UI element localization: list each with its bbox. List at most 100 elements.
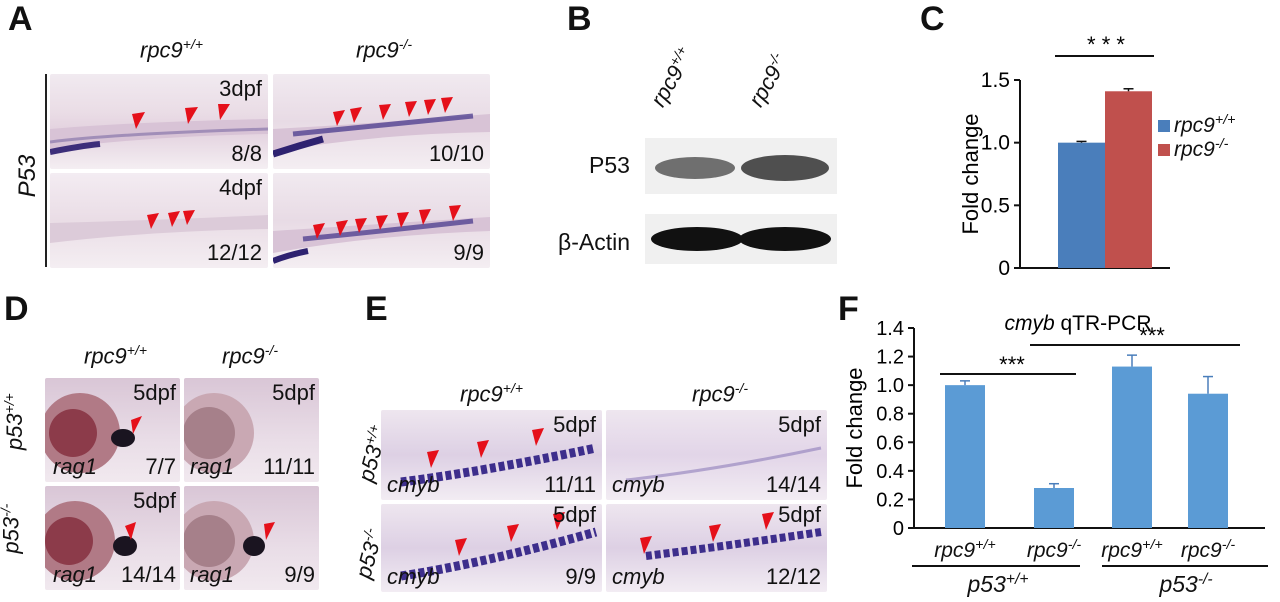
chart-title: cmyb qTR-PCR xyxy=(1004,312,1151,335)
significance-label: *** xyxy=(1139,323,1165,348)
significance-label: * * * xyxy=(1087,32,1125,57)
stage-label: 5dpf xyxy=(778,504,821,527)
panel-e-col1-genotype: rpc9+/+ xyxy=(460,380,524,407)
panel-d-col1-genotype: rpc9+/+ xyxy=(84,342,148,369)
panel-a-tile-3: 4dpf 12/12 xyxy=(50,173,268,268)
panel-letter-e: E xyxy=(365,290,388,328)
y-tick-label: 0 xyxy=(998,257,1010,280)
panel-d-row1-genotype: p53+/+ xyxy=(0,393,28,451)
embryo-illustration xyxy=(273,97,490,158)
y-tick-label: 0.6 xyxy=(876,432,904,454)
y-tick-label: 0 xyxy=(893,518,904,540)
panel-b-col1-genotype: rpc9+/+ xyxy=(645,43,690,111)
panel-d-tile-2: 5dpf rag1 11/11 xyxy=(184,378,319,482)
panel-b-row1-label: P53 xyxy=(589,152,630,178)
y-axis-label: Fold change xyxy=(842,367,867,488)
panel-a-col2-genotype: rpc9-/- xyxy=(356,36,413,63)
panel-e-tile-1: 5dpf cmyb 11/11 xyxy=(381,410,602,500)
y-tick-label: 0.4 xyxy=(876,461,904,483)
count-label: 12/12 xyxy=(206,240,262,265)
count-label: 12/12 xyxy=(765,564,821,589)
y-tick-label: 1.0 xyxy=(876,375,904,397)
y-tick-label: 1.5 xyxy=(981,69,1010,92)
significance-label: *** xyxy=(999,352,1025,377)
panel-e-tile-3: 5dpf cmyb 9/9 xyxy=(381,504,602,592)
x-tick-label: rpc9-/- xyxy=(1027,537,1082,562)
count-label: 11/11 xyxy=(544,472,596,497)
bar xyxy=(1034,488,1074,528)
panel-d-tile-4: rag1 9/9 xyxy=(184,486,319,590)
panel-a-tile-1: 3dpf 8/8 xyxy=(50,74,268,169)
panel-a-col1-genotype: rpc9+/+ xyxy=(140,36,204,63)
stage-label: 5dpf xyxy=(272,380,315,405)
bar xyxy=(1058,142,1105,268)
embryo-illustration xyxy=(273,205,490,264)
panel-letter-a: A xyxy=(8,0,33,38)
count-label: 9/9 xyxy=(453,240,484,265)
gene-label: cmyb xyxy=(387,564,440,589)
panel-a-row-divider xyxy=(45,74,47,267)
legend-swatch xyxy=(1158,120,1170,132)
panel-e-tile-2: 5dpf cmyb 14/14 xyxy=(606,410,827,500)
chart-f: cmyb qTR-PCR 0 0.2 0.4 0.6 0.8 1.0 1.2 1.4 Fold c… xyxy=(842,312,1268,597)
bar xyxy=(1188,393,1228,528)
bar xyxy=(945,385,985,528)
gene-label: cmyb xyxy=(612,472,665,497)
stage-label: 5dpf xyxy=(553,412,596,437)
panel-letter-c: C xyxy=(920,0,945,38)
y-tick-label: 1.4 xyxy=(876,318,904,340)
chart-c: 0 0.5 1.0 1.5 Fold change rpc9+/+rpc9-/- * * * xyxy=(958,32,1236,280)
x-tick-label: rpc9-/- xyxy=(1181,537,1236,562)
y-tick-label: 0.8 xyxy=(876,404,904,426)
y-tick-label: 0.2 xyxy=(876,489,904,511)
gene-label: rag1 xyxy=(190,562,235,587)
gene-label: rag1 xyxy=(53,562,98,587)
group-label: p53+/+ xyxy=(967,571,1029,597)
count-label: 7/7 xyxy=(145,454,176,479)
count-label: 8/8 xyxy=(231,141,262,166)
y-axis-label: Fold change xyxy=(958,113,983,234)
western-blot-p53 xyxy=(645,138,837,194)
bar xyxy=(1112,366,1152,528)
panel-d-col2-genotype: rpc9-/- xyxy=(222,342,279,369)
count-label: 14/14 xyxy=(120,562,176,587)
count-label: 14/14 xyxy=(765,472,821,497)
panel-d-row2-genotype: p53-/- xyxy=(0,503,24,554)
panel-a-row-label: P53 xyxy=(14,154,41,198)
stage-label: 5dpf xyxy=(553,504,596,527)
gene-label: rag1 xyxy=(53,454,98,479)
x-tick-label: rpc9+/+ xyxy=(1101,537,1163,562)
legend-swatch xyxy=(1158,144,1170,156)
count-label: 9/9 xyxy=(284,562,315,587)
panel-letter-b: B xyxy=(567,0,592,38)
panel-e-tile-4: 5dpf cmyb 12/12 xyxy=(606,504,827,592)
x-tick-label: rpc9+/+ xyxy=(934,537,996,562)
panel-a-tile-2: 10/10 xyxy=(273,74,490,169)
bar xyxy=(1105,91,1152,268)
count-label: 11/11 xyxy=(263,454,315,479)
panel-d-tile-3: 5dpf rag1 14/14 xyxy=(45,486,180,590)
gene-label: cmyb xyxy=(387,472,440,497)
panel-a-tile-4: 9/9 xyxy=(273,173,490,268)
stage-label: 5dpf xyxy=(778,412,821,437)
count-label: 10/10 xyxy=(428,141,484,166)
panel-b-row2-label: β-Actin xyxy=(558,229,631,255)
y-tick-label: 0.5 xyxy=(981,194,1010,217)
western-blot-actin xyxy=(645,214,837,264)
legend-entry: rpc9-/- xyxy=(1174,136,1229,161)
panel-d-tile-1: 5dpf rag1 7/7 xyxy=(45,378,180,482)
y-tick-label: 1.2 xyxy=(876,347,904,369)
stage-label: 5dpf xyxy=(133,380,176,405)
legend-entry: rpc9+/+ xyxy=(1174,112,1236,137)
panel-letter-f: F xyxy=(838,290,859,328)
stage-label: 4dpf xyxy=(219,175,262,200)
y-tick-label: 1.0 xyxy=(981,132,1010,155)
stage-label: 5dpf xyxy=(133,488,176,513)
group-label: p53-/- xyxy=(1158,571,1212,597)
stage-label: 3dpf xyxy=(219,76,262,101)
gene-label: cmyb xyxy=(612,564,665,589)
embryo-illustration xyxy=(50,210,268,243)
panel-letter-d: D xyxy=(4,290,29,328)
panel-b-col2-genotype: rpc9-/- xyxy=(743,49,787,111)
gene-label: rag1 xyxy=(190,454,235,479)
